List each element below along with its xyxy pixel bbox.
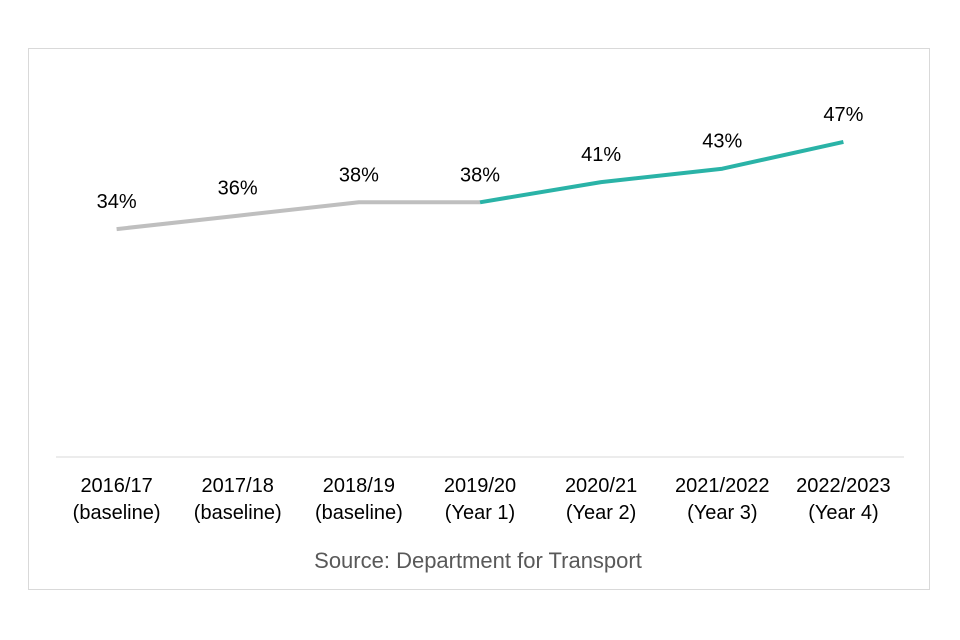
x-tick-label: 2018/19 (baseline) bbox=[315, 475, 403, 524]
x-tick-label: 2022/2023 (Year 4) bbox=[796, 475, 891, 524]
x-tick-period: 2016/17 bbox=[80, 475, 152, 497]
series-line-2 bbox=[479, 139, 844, 205]
data-label: 38% bbox=[460, 164, 500, 186]
x-tick-label: 2019/20 (Year 1) bbox=[444, 475, 516, 524]
x-tick-period: 2020/21 bbox=[565, 475, 637, 497]
data-labels: 34% 36% 38% 38% 41% 43% 47% bbox=[97, 104, 864, 213]
data-label: 36% bbox=[218, 178, 258, 200]
data-label: 43% bbox=[702, 131, 742, 153]
series-layer bbox=[116, 139, 844, 232]
x-tick-period: 2022/2023 bbox=[796, 475, 891, 497]
x-tick-label: 2017/18 (baseline) bbox=[194, 475, 282, 524]
data-label: 41% bbox=[581, 144, 621, 166]
x-tick-phase: (baseline) bbox=[73, 502, 161, 524]
chart-frame bbox=[28, 48, 930, 590]
x-tick-phase: (baseline) bbox=[194, 502, 282, 524]
x-tick-labels: 2016/17(baseline)2017/18(baseline)2018/1… bbox=[73, 475, 891, 524]
x-tick-phase: (Year 2) bbox=[566, 502, 636, 524]
x-tick-label: 2020/21 (Year 2) bbox=[565, 475, 637, 524]
x-tick-phase: (Year 4) bbox=[808, 502, 878, 524]
series-line-1 bbox=[116, 200, 480, 232]
x-tick-period: 2021/2022 bbox=[675, 475, 770, 497]
x-tick-label: 2021/2022 (Year 3) bbox=[675, 475, 770, 524]
x-tick-period: 2019/20 bbox=[444, 475, 516, 497]
x-tick-phase: (Year 1) bbox=[445, 502, 515, 524]
data-label: 38% bbox=[339, 164, 379, 186]
x-tick-label: 2016/17 (baseline) bbox=[73, 475, 161, 524]
x-tick-period: 2017/18 bbox=[202, 475, 274, 497]
x-tick-phase: (Year 3) bbox=[687, 502, 757, 524]
data-label: 34% bbox=[97, 191, 137, 213]
source-note: Source: Department for Transport bbox=[314, 548, 642, 573]
x-tick-phase: (baseline) bbox=[315, 502, 403, 524]
x-tick-period: 2018/19 bbox=[323, 475, 395, 497]
data-label: 47% bbox=[823, 104, 863, 126]
